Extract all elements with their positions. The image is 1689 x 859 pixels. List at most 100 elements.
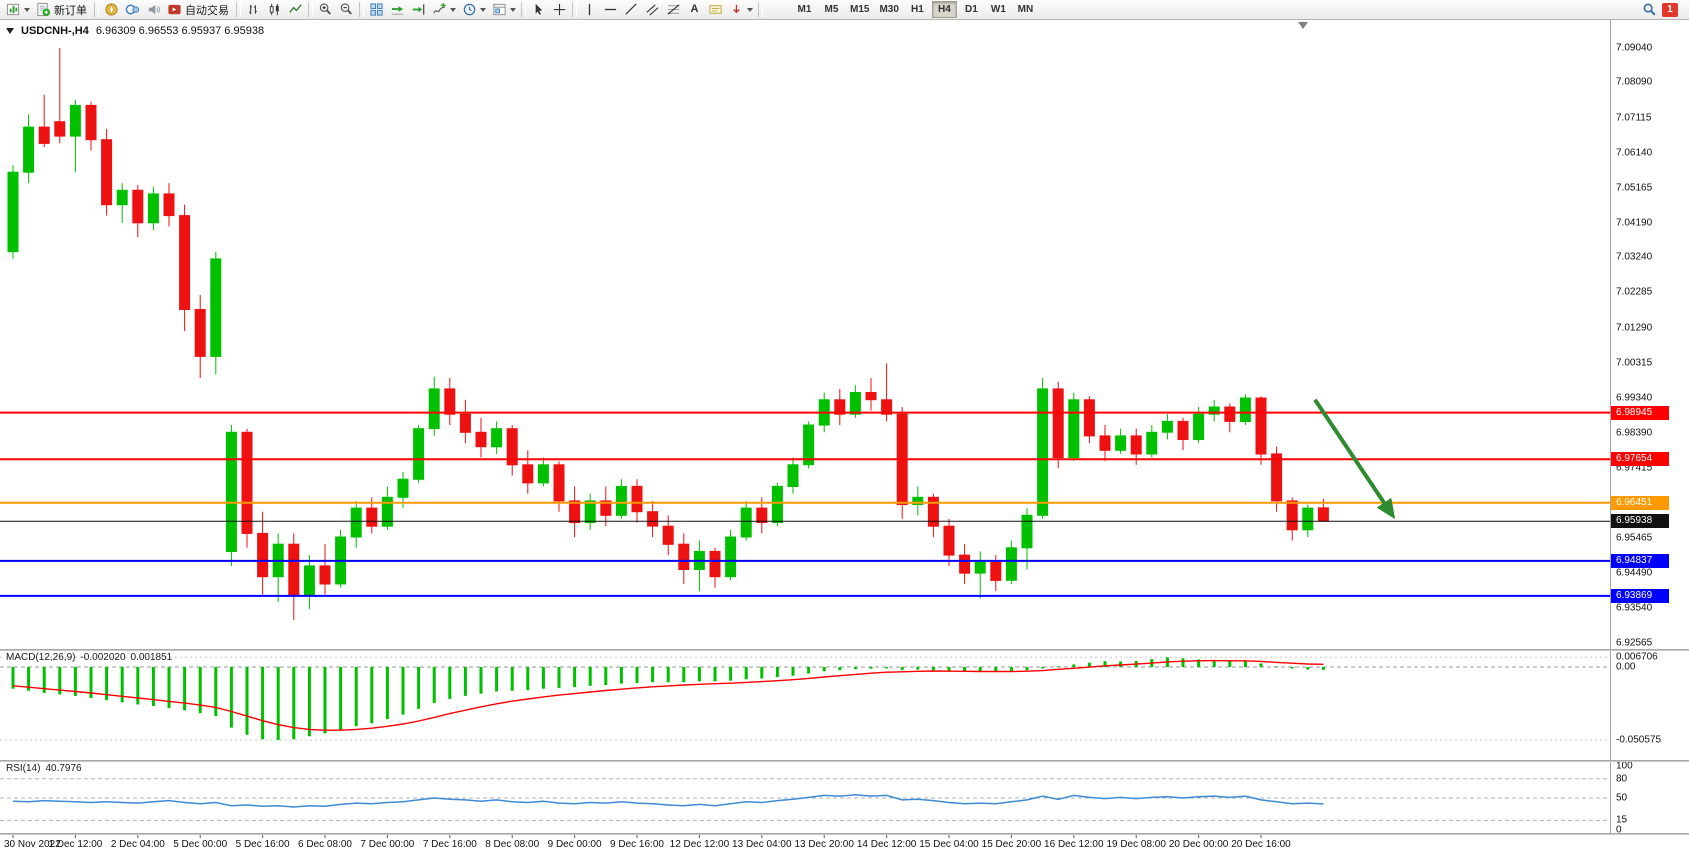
rsi-axis-label: 80: [1616, 773, 1628, 785]
fibonacci-button[interactable]: [663, 1, 684, 19]
timeframe-button-m5[interactable]: M5: [824, 4, 839, 15]
chevron-down-icon: [747, 7, 753, 12]
time-axis-label: 9 Dec 00:00: [547, 839, 602, 850]
rsi-value: 40.7976: [45, 763, 82, 774]
candle-body: [38, 126, 50, 144]
one-click-trading-toggle-icon[interactable]: [6, 28, 14, 34]
candle-body: [413, 428, 425, 480]
panel-separator[interactable]: [0, 760, 1689, 762]
price-tag: 6.93869: [1611, 588, 1669, 603]
toolbar-separator: [572, 2, 577, 17]
notification-badge[interactable]: 1: [1662, 2, 1678, 17]
candle-body: [803, 424, 815, 466]
time-axis-label: 2 Dec 04:00: [110, 839, 165, 850]
indicators-button[interactable]: [429, 1, 459, 19]
candle-body: [1130, 435, 1142, 455]
announcer-button[interactable]: [143, 1, 164, 19]
tile-windows-button[interactable]: [366, 1, 387, 19]
candle-body: [927, 496, 939, 527]
cursor-button[interactable]: [528, 1, 549, 19]
zoom-in-button[interactable]: [315, 1, 336, 19]
time-axis-label: 20 Dec 16:00: [1231, 839, 1291, 850]
time-axis-label: 13 Dec 04:00: [732, 839, 792, 850]
price-axis-label: 6.92565: [1616, 637, 1653, 649]
timeframe-button-m15[interactable]: M15: [850, 4, 870, 15]
candle-body: [257, 532, 269, 578]
macd-name: MACD(12,26,9): [6, 652, 76, 663]
macd-main-value: -0.002020: [80, 652, 126, 663]
price-axis-label: 7.06140: [1616, 147, 1653, 159]
candle-body: [1208, 406, 1220, 415]
bar-chart-button[interactable]: [243, 1, 264, 19]
text-button[interactable]: A: [684, 1, 705, 19]
crosshair-button[interactable]: [549, 1, 570, 19]
rsi-axis-label: 15: [1616, 814, 1628, 826]
time-axis-label: 1 Dec 12:00: [48, 839, 103, 850]
vertical-line-button[interactable]: [579, 1, 600, 19]
panel-separator[interactable]: [0, 833, 1689, 835]
timeframe-button-d1[interactable]: D1: [965, 4, 978, 15]
new-order-button[interactable]: 新订单: [33, 1, 92, 19]
trendline-button[interactable]: [621, 1, 642, 19]
templates-icon: [493, 3, 506, 16]
new-chart-button[interactable]: [3, 1, 33, 19]
candlestick-chart-button[interactable]: [264, 1, 285, 19]
line-chart-button[interactable]: [285, 1, 306, 19]
candle-body: [1068, 399, 1080, 459]
metaeditor-button[interactable]: [101, 1, 122, 19]
templates-button[interactable]: [489, 1, 519, 19]
arrows-button[interactable]: [726, 1, 756, 19]
candle-body: [54, 121, 66, 137]
candle-body: [163, 193, 175, 217]
channel-icon: [646, 4, 659, 16]
candle-body: [1302, 507, 1314, 531]
autotrading-icon: [168, 4, 181, 15]
zoom-out-button[interactable]: [336, 1, 357, 19]
chart-title: USDCNH-,H4 6.96309 6.96553 6.95937 6.959…: [6, 25, 264, 37]
timeframe-button-mn[interactable]: MN: [1017, 4, 1034, 15]
panel-separator[interactable]: [0, 649, 1689, 651]
timeframe-button-m30[interactable]: M30: [879, 4, 899, 15]
toolbar-separator: [521, 2, 526, 17]
time-axis-label: 15 Dec 20:00: [981, 839, 1042, 850]
candle-body: [522, 464, 534, 484]
periods-button[interactable]: [459, 1, 489, 19]
candle-body: [959, 554, 971, 574]
candle-body: [23, 126, 35, 173]
timeframe-button-h4[interactable]: H4: [931, 1, 957, 18]
timeframe-button-h1[interactable]: H1: [911, 4, 924, 15]
chevron-down-icon: [450, 7, 456, 12]
candle-body: [366, 507, 378, 527]
chart-shift-button[interactable]: [408, 1, 429, 19]
candle-body: [397, 478, 409, 498]
ohlc-values: 6.96309 6.96553 6.95937 6.95938: [95, 25, 265, 37]
candle-body: [241, 431, 253, 534]
candle-body: [865, 392, 877, 401]
candle-body: [662, 525, 674, 545]
auto-scroll-button[interactable]: [387, 1, 408, 19]
timeframe-button-w1[interactable]: W1: [990, 4, 1006, 15]
candle-body: [537, 464, 549, 484]
candle-body: [1239, 397, 1251, 422]
line-chart-icon: [289, 4, 302, 13]
chart-shift-marker-icon[interactable]: [1298, 22, 1308, 29]
candle-body: [1052, 388, 1064, 458]
candle-body: [553, 464, 565, 502]
candle-body: [787, 464, 799, 487]
channel-button[interactable]: [642, 1, 663, 19]
candle-body: [1177, 420, 1189, 440]
market-watch-button[interactable]: [122, 1, 143, 19]
autotrading-button[interactable]: 自动交易: [164, 1, 234, 19]
text-label-button[interactable]: [705, 1, 726, 19]
trend-arrow-annotation[interactable]: [1313, 398, 1396, 520]
search-button[interactable]: [1639, 1, 1660, 19]
timeframe-button-m1[interactable]: M1: [797, 4, 812, 15]
chevron-down-icon: [480, 7, 486, 12]
candle-body: [381, 496, 393, 527]
auto-scroll-icon: [391, 6, 404, 15]
candle-body: [725, 536, 737, 578]
horizontal-line-button[interactable]: [600, 1, 621, 19]
toolbar-separator: [308, 2, 313, 17]
candle-body: [834, 399, 846, 415]
